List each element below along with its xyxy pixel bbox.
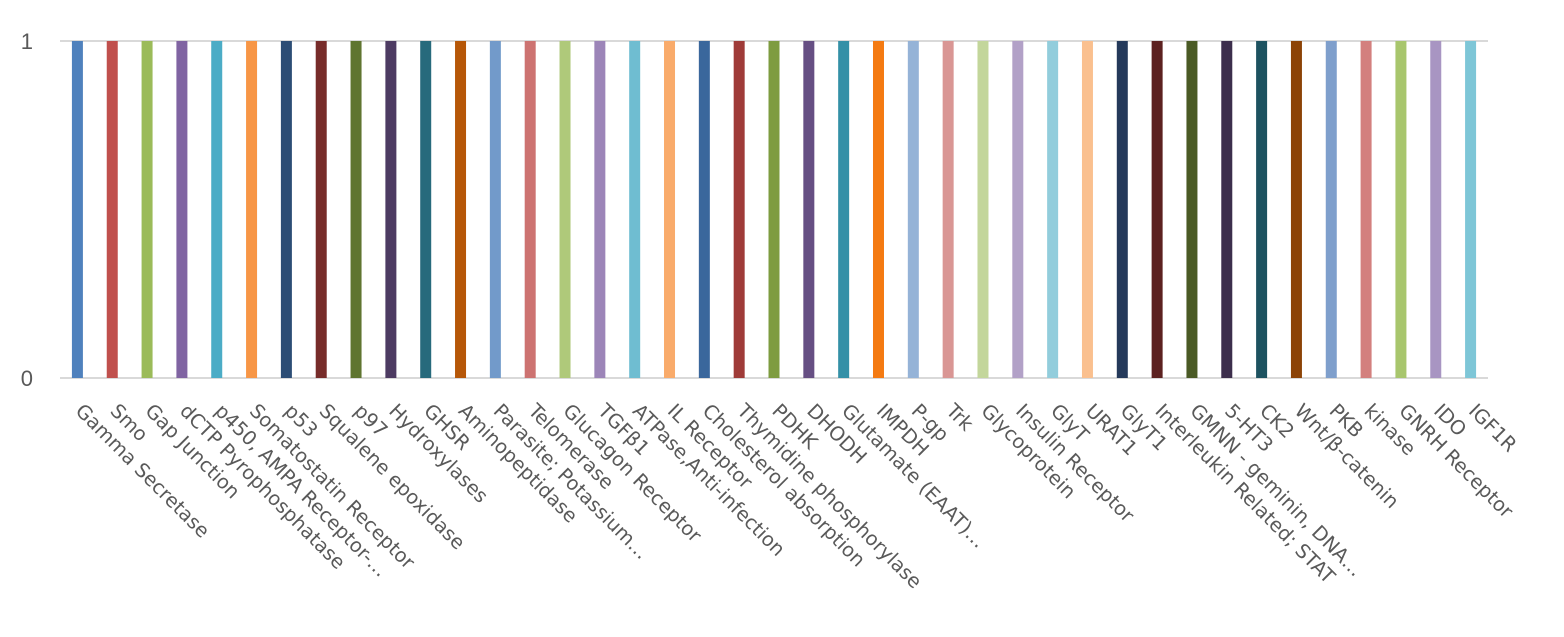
bar bbox=[698, 41, 710, 378]
bar bbox=[455, 41, 467, 378]
bar bbox=[803, 41, 815, 378]
bar bbox=[1047, 41, 1059, 378]
y-tick-label: 1 bbox=[21, 29, 33, 54]
bar bbox=[141, 41, 153, 378]
bar bbox=[176, 41, 188, 378]
bar bbox=[559, 41, 571, 378]
bar bbox=[1151, 41, 1163, 378]
bar bbox=[385, 41, 397, 378]
bar bbox=[1012, 41, 1024, 378]
x-category-label: IGF1R bbox=[1464, 399, 1521, 456]
bar bbox=[1221, 41, 1233, 378]
bar bbox=[1360, 41, 1372, 378]
bar bbox=[977, 41, 989, 378]
y-tick-label: 0 bbox=[21, 366, 33, 391]
bar bbox=[71, 41, 83, 378]
bar bbox=[524, 41, 536, 378]
bar bbox=[211, 41, 223, 378]
bar bbox=[1325, 41, 1337, 378]
bar bbox=[1430, 41, 1442, 378]
bar bbox=[1186, 41, 1198, 378]
bar bbox=[1256, 41, 1268, 378]
bar bbox=[768, 41, 780, 378]
bar bbox=[872, 41, 884, 378]
bar bbox=[942, 41, 954, 378]
bar bbox=[664, 41, 676, 378]
bar bbox=[246, 41, 258, 378]
bar bbox=[315, 41, 327, 378]
bar bbox=[594, 41, 606, 378]
bar bbox=[489, 41, 501, 378]
bar bbox=[1116, 41, 1128, 378]
bar bbox=[629, 41, 641, 378]
bar bbox=[1395, 41, 1407, 378]
bar bbox=[1290, 41, 1302, 378]
bar bbox=[838, 41, 850, 378]
bars bbox=[71, 41, 1477, 378]
bar bbox=[907, 41, 919, 378]
bar bbox=[106, 41, 118, 378]
y-axis-ticks: 01 bbox=[21, 29, 33, 391]
bar bbox=[350, 41, 362, 378]
bar bbox=[1465, 41, 1477, 378]
bar bbox=[420, 41, 432, 378]
bar bbox=[280, 41, 292, 378]
bar bbox=[733, 41, 745, 378]
bar bbox=[1081, 41, 1093, 378]
